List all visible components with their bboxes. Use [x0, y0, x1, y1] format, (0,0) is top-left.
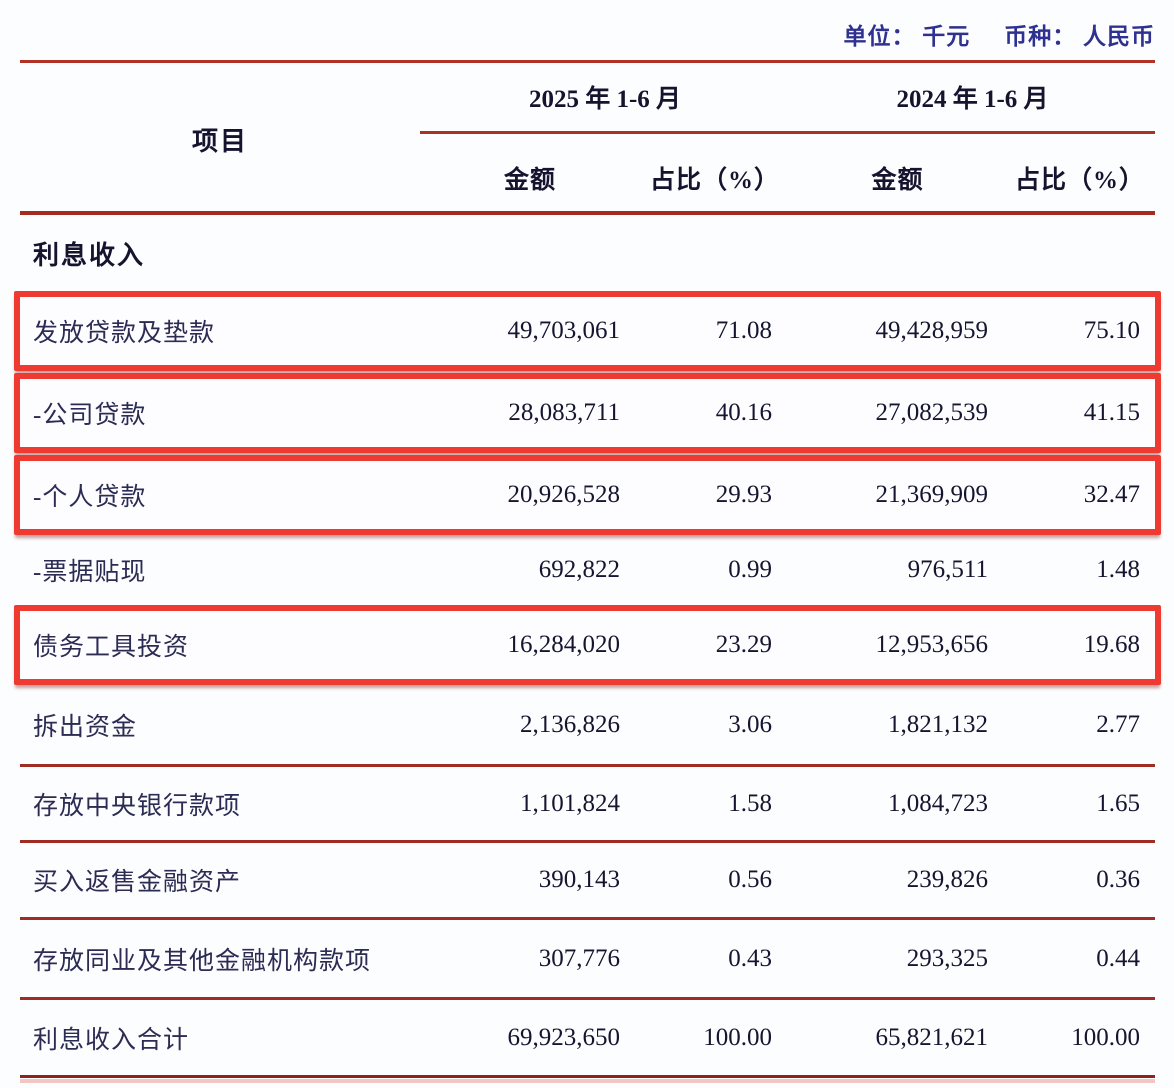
pct-2024: 19.68 — [1083, 631, 1140, 658]
pct-2024: 2.77 — [1096, 710, 1140, 738]
amount-2024: 21,369,909 — [875, 481, 989, 508]
pct-2025: 40.16 — [715, 399, 772, 426]
amount-2025: 16,284,020 — [507, 631, 621, 658]
currency-label: 币种： 人民币 — [1004, 24, 1155, 49]
unit-currency-line: 单位： 千元 币种： 人民币 — [20, 0, 1155, 63]
item-column-header: 项目 — [191, 126, 248, 156]
amount-2024-header: 金额 — [871, 167, 924, 194]
amount-2024: 293,325 — [906, 944, 988, 972]
pct-2025: 0.56 — [728, 866, 772, 893]
amount-2025: 69,923,650 — [507, 1023, 621, 1051]
pct-2024: 0.36 — [1096, 866, 1140, 893]
pct-2025-header: 占比（%） — [649, 167, 780, 194]
amount-2024: 239,826 — [906, 866, 988, 893]
year-2024-group-header: 2024 年 1-6 月 — [896, 86, 1049, 113]
year-header-underline — [420, 131, 1155, 134]
pct-2024: 75.10 — [1083, 317, 1140, 344]
table-row-total: 利息收入合计 69,923,650 100.00 65,821,621 100.… — [20, 1000, 1155, 1078]
table-row: -票据贴现 692,822 0.99 976,511 1.48 — [20, 535, 1155, 605]
pct-2025: 0.43 — [728, 944, 772, 972]
row-label: -个人贷款 — [33, 484, 147, 511]
amount-2024: 1,821,132 — [888, 710, 988, 738]
table-row-highlighted: -个人贷款 20,926,528 29.93 21,369,909 32.47 — [14, 455, 1161, 535]
section-header-interest-income: 利息收入 — [33, 240, 146, 270]
pct-2025: 3.06 — [728, 710, 772, 738]
year-2025-group-header: 2025 年 1-6 月 — [528, 86, 682, 113]
row-label: 存放中央银行款项 — [33, 792, 242, 820]
table-row-highlighted: 发放贷款及垫款 49,703,061 71.08 49,428,959 75.1… — [14, 291, 1161, 371]
amount-2025: 49,703,061 — [507, 317, 621, 344]
amount-2024: 49,428,959 — [875, 317, 989, 344]
table-row: 买入返售金融资产 390,143 0.56 239,826 0.36 — [20, 843, 1155, 920]
row-label: 买入返售金融资产 — [33, 869, 242, 896]
pct-2025: 100.00 — [703, 1023, 772, 1051]
amount-2025: 390,143 — [538, 866, 620, 893]
table-row: 存放同业及其他金融机构款项 307,776 0.43 293,325 0.44 — [20, 920, 1155, 1000]
table-header: 项目 2025 年 1-6 月 2024 年 1-6 月 金额 占比（%） 金额… — [20, 63, 1155, 215]
pct-2025: 1.58 — [728, 789, 772, 817]
row-label: 拆出资金 — [33, 713, 138, 741]
amount-2024: 65,821,621 — [875, 1023, 989, 1051]
amount-2025: 692,822 — [538, 556, 620, 583]
unit-label: 单位： 千元 — [843, 24, 971, 49]
bottom-edge-strip — [20, 1079, 1155, 1083]
pct-2024-header: 占比（%） — [1014, 167, 1145, 194]
pct-2025: 23.29 — [715, 631, 772, 658]
table-row: 拆出资金 2,136,826 3.06 1,821,132 2.77 — [20, 685, 1155, 767]
amount-2025-header: 金额 — [503, 167, 556, 194]
row-label: 利息收入合计 — [33, 1026, 190, 1054]
pct-2025: 0.99 — [728, 556, 772, 583]
row-label: 债务工具投资 — [33, 634, 190, 661]
table-row-highlighted: 债务工具投资 16,284,020 23.29 12,953,656 19.68 — [14, 605, 1161, 685]
pct-2024: 0.44 — [1096, 944, 1140, 972]
sub-header-row: 金额 占比（%） 金额 占比（%） — [20, 145, 1155, 211]
amount-2025: 1,101,824 — [520, 789, 620, 817]
pct-2024: 1.65 — [1096, 789, 1140, 817]
row-label: 发放贷款及垫款 — [33, 320, 216, 347]
pct-2025: 29.93 — [715, 481, 772, 508]
row-label: 存放同业及其他金融机构款项 — [33, 947, 372, 975]
amount-2024: 12,953,656 — [875, 631, 989, 658]
table-row: 存放中央银行款项 1,101,824 1.58 1,084,723 1.65 — [20, 767, 1155, 843]
amount-2025: 2,136,826 — [520, 710, 620, 738]
pct-2024: 1.48 — [1096, 556, 1140, 583]
pct-2024: 100.00 — [1071, 1023, 1140, 1051]
pct-2025: 71.08 — [715, 317, 772, 344]
pct-2024: 41.15 — [1083, 399, 1140, 426]
row-label: -票据贴现 — [33, 559, 147, 586]
table-row-highlighted: -公司贷款 28,083,711 40.16 27,082,539 41.15 — [14, 373, 1161, 453]
pct-2024: 32.47 — [1083, 481, 1140, 508]
amount-2025: 307,776 — [538, 944, 620, 972]
amount-2025: 28,083,711 — [508, 399, 620, 426]
amount-2024: 976,511 — [907, 556, 988, 583]
table-content: 单位： 千元 币种： 人民币 项目 2025 年 1-6 月 2024 年 1-… — [14, 0, 1161, 1083]
amount-2025: 20,926,528 — [507, 481, 621, 508]
amount-2024: 1,084,723 — [888, 789, 988, 817]
row-label: -公司贷款 — [33, 402, 147, 429]
amount-2024: 27,082,539 — [875, 399, 989, 426]
